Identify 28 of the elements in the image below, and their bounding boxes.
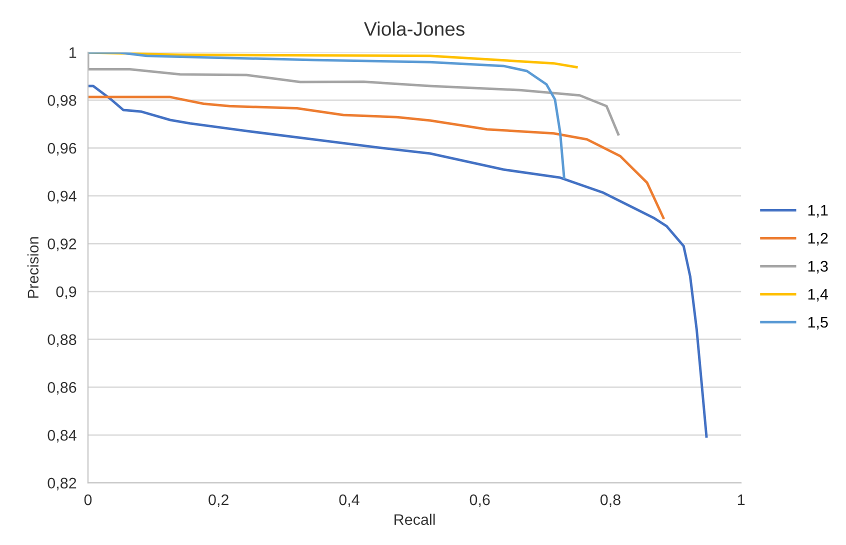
y-tick-label: 0,92 <box>48 238 76 252</box>
line-series <box>88 84 708 438</box>
legend-label: 1,1 <box>808 205 828 218</box>
x-axis-title: Recall <box>394 514 435 525</box>
y-tick-label: 0,94 <box>48 190 76 204</box>
line-series <box>88 52 566 179</box>
x-tick-label: 0,4 <box>339 494 360 508</box>
legend-label: 1,2 <box>808 232 828 246</box>
x-tick-label: 0,2 <box>208 494 228 508</box>
x-tick-label: 0,8 <box>600 494 620 508</box>
x-tick-label: 1 <box>738 494 745 506</box>
y-tick-label: 0,82 <box>48 478 76 490</box>
y-tick-label: 0,96 <box>48 142 76 156</box>
line-series <box>88 96 665 220</box>
x-tick-label: 0,6 <box>470 494 490 508</box>
y-tick-label: 0,98 <box>48 95 76 108</box>
legend-label: 1,3 <box>808 260 828 274</box>
legend-label: 1,5 <box>808 317 828 330</box>
chart-title: Viola-Jones <box>364 22 464 36</box>
y-tick-label: 0,9 <box>56 286 76 300</box>
y-tick-label: 0,86 <box>48 382 76 395</box>
legend-label: 1,4 <box>808 289 828 302</box>
y-axis-title: Precision <box>27 237 39 298</box>
line-series <box>88 52 620 136</box>
y-tick-label: 1 <box>70 47 76 58</box>
y-tick-label: 0,88 <box>48 334 76 347</box>
y-tick-label: 0,84 <box>48 430 76 443</box>
x-tick-label: 0 <box>84 494 92 506</box>
